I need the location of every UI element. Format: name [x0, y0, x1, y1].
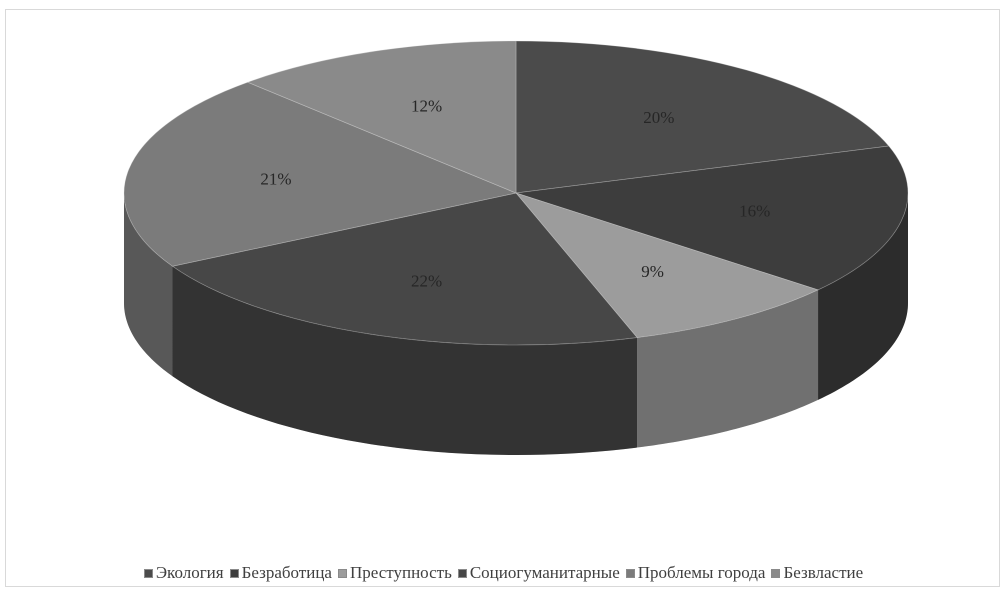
- pie-side-shade-sociohumanitarian: [172, 266, 638, 455]
- legend-swatch-unemployment: [229, 568, 239, 578]
- pie-label-unemployment: 16%: [739, 202, 770, 221]
- legend-label-sociohumanitarian: Социогуманитарные: [469, 563, 620, 582]
- legend-item-unemployment: Безработица: [229, 563, 332, 583]
- legend-item-ecology: Экология: [143, 563, 224, 583]
- legend-label-unemployment: Безработица: [241, 563, 332, 582]
- pie-label-anarchy: 12%: [411, 96, 442, 115]
- legend-label-crime: Преступность: [349, 563, 452, 582]
- pie-side-city-problems: [124, 193, 173, 377]
- pie-label-city-problems: 21%: [260, 169, 291, 188]
- legend-swatch-city-problems: [625, 568, 635, 578]
- pie-slice-anarchy: [246, 40, 517, 194]
- pie-slice-crime: [514, 192, 820, 338]
- legend-swatch-sociohumanitarian: [457, 568, 467, 578]
- pie-side-shade-crime: [637, 289, 819, 448]
- pie-side-shade-unemployment: [818, 193, 908, 400]
- legend-item-crime: Преступность: [337, 563, 452, 583]
- pie-labels: 20% 16% 9% 22% 21% 12%: [260, 96, 770, 290]
- pie-tops: [123, 40, 909, 346]
- legend-item-sociohumanitarian: Социогуманитарные: [457, 563, 620, 583]
- pie-side-shade-city-problems: [124, 193, 173, 377]
- pie-slice-sociohumanitarian: [171, 192, 638, 346]
- pie-side-crime: [637, 289, 819, 448]
- legend-label-ecology: Экология: [155, 563, 224, 582]
- pie-slice-unemployment: [515, 145, 909, 291]
- legend-item-city-problems: Проблемы города: [625, 563, 766, 583]
- legend: Экология Безработица Преступность Социог…: [0, 560, 1007, 586]
- legend-label-anarchy: Безвластие: [783, 563, 864, 582]
- pie-label-crime: 9%: [641, 262, 664, 281]
- pie-label-sociohumanitarian: 22%: [411, 272, 442, 291]
- pie-slice-ecology: [515, 40, 890, 194]
- legend-label-city-problems: Проблемы города: [637, 563, 766, 582]
- pie-side-sociohumanitarian: [172, 266, 638, 455]
- pie-sides: [124, 193, 908, 455]
- pie-side-unemployment: [818, 193, 908, 400]
- pie-slice-city-problems: [123, 81, 518, 267]
- legend-swatch-crime: [337, 568, 347, 578]
- legend-item-anarchy: Безвластие: [771, 563, 863, 583]
- pie-label-ecology: 20%: [643, 108, 674, 127]
- legend-swatch-ecology: [143, 568, 153, 578]
- legend-swatch-anarchy: [771, 568, 781, 578]
